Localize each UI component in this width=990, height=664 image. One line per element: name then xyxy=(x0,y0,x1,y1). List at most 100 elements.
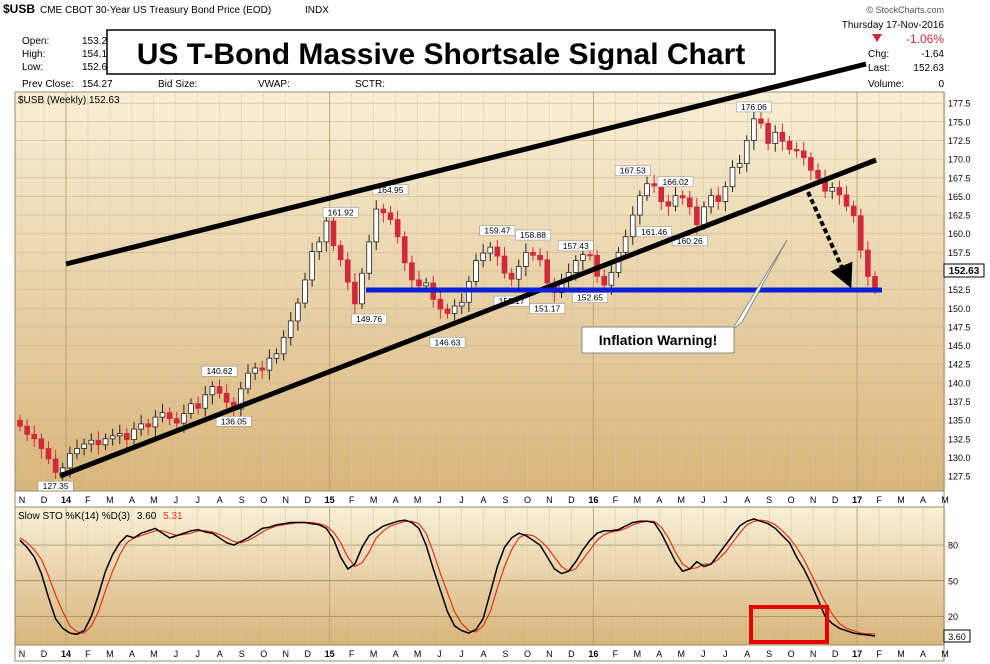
chg-label: Chg: xyxy=(868,49,889,60)
price-label-box xyxy=(351,313,387,325)
price-label-box xyxy=(736,101,772,113)
month-tick-label: J xyxy=(196,649,201,659)
month-tick-label: F xyxy=(349,495,355,505)
callout-box xyxy=(581,326,735,354)
month-tick-label: M xyxy=(941,649,949,659)
month-tick-label: M xyxy=(941,495,949,505)
candle-body xyxy=(38,438,45,449)
month-tick-label: F xyxy=(613,649,619,659)
month-tick-label: D xyxy=(304,495,311,505)
upper-trendline xyxy=(65,61,867,267)
candle-body xyxy=(865,249,871,277)
price-tick-label: 142.5 xyxy=(948,360,971,370)
price-tick-label: 145.0 xyxy=(948,341,971,351)
month-tick-label: S xyxy=(766,649,772,659)
candle-body xyxy=(494,246,501,257)
candle-body xyxy=(544,259,551,284)
candle-body xyxy=(694,206,700,226)
month-tick-label: M xyxy=(414,649,422,659)
month-tick-label: J xyxy=(723,649,728,659)
candle-body xyxy=(266,357,273,371)
candle-body xyxy=(501,255,508,274)
price-label-text: 127.35 xyxy=(43,481,69,491)
candle-body xyxy=(323,220,330,243)
candle-body xyxy=(765,122,771,144)
month-tick-label: S xyxy=(239,495,245,505)
candle-body xyxy=(380,208,387,214)
candle-body xyxy=(857,215,864,251)
candlesticks xyxy=(17,109,878,481)
price-tick-label: 157.5 xyxy=(948,248,971,258)
candle-body xyxy=(537,254,543,261)
month-tick-label: S xyxy=(766,495,772,505)
stochastic-legend: Slow STO %K(14) %D(3) 3.60 5.31 xyxy=(18,511,183,522)
month-axis-bottom: N D 14 F M A M J J A S O N D 15 F M A M J J A S O N D 16 F M A M J J A S O N… xyxy=(19,649,949,659)
candle-body xyxy=(515,266,522,280)
month-tick-label: 14 xyxy=(61,495,71,505)
month-tick-label: A xyxy=(217,649,223,659)
month-tick-label: M xyxy=(897,649,905,659)
candle-body xyxy=(245,372,251,390)
price-label-text: 161.46 xyxy=(641,227,667,237)
candle-body xyxy=(601,275,608,286)
oversold-highlight-box xyxy=(749,605,829,644)
price-label-box xyxy=(657,176,694,188)
price-label-text: 146.63 xyxy=(435,337,461,347)
month-tick-label: 15 xyxy=(325,495,335,505)
month-tick-label: J xyxy=(459,649,464,659)
candle-body xyxy=(238,388,244,410)
month-tick-label: M xyxy=(897,495,905,505)
chart-title: US T-Bond Massive Shortsale Signal Chart xyxy=(137,38,745,71)
candle-body xyxy=(872,276,878,290)
candle-body xyxy=(572,260,579,273)
month-tick-label: A xyxy=(656,649,662,659)
month-tick-label: D xyxy=(41,495,48,505)
price-label-box xyxy=(636,226,672,238)
candle-body xyxy=(337,245,344,261)
candle-body xyxy=(608,272,615,286)
price-label-text: 159.47 xyxy=(484,226,510,236)
down-triangle-icon xyxy=(872,34,882,42)
price-tick-label: 177.5 xyxy=(948,99,971,109)
month-tick-label: 17 xyxy=(852,495,862,505)
candle-body xyxy=(665,201,672,207)
month-tick-label: N xyxy=(546,495,553,505)
price-label-box xyxy=(322,207,359,218)
month-tick-label: N xyxy=(810,649,817,659)
price-label-text: 152.65 xyxy=(577,293,603,303)
price-label-text: 158.88 xyxy=(520,230,546,240)
candle-body xyxy=(173,418,180,424)
month-tick-label: S xyxy=(239,649,245,659)
month-tick-label: F xyxy=(613,495,619,505)
price-tick-label: 162.5 xyxy=(948,211,971,221)
candle-body xyxy=(124,433,130,440)
candle-body xyxy=(394,219,401,238)
stochastic-legend-prefix: Slow STO %K(14) %D(3) xyxy=(18,511,130,522)
month-tick-label: A xyxy=(920,649,926,659)
stochastic-d-line xyxy=(19,519,875,635)
stochastic-k-value: 3.60 xyxy=(137,511,157,522)
price-label-text: 160.26 xyxy=(677,236,703,246)
candle-body xyxy=(181,413,187,424)
candle-body xyxy=(829,187,836,192)
candle-body xyxy=(280,336,287,355)
last-label: Last: xyxy=(868,63,890,74)
price-tick-label: 140.0 xyxy=(948,378,971,388)
candle-body xyxy=(793,149,800,152)
stochastic-gridlines xyxy=(15,507,946,645)
month-tick-label: 16 xyxy=(588,649,598,659)
month-tick-label: F xyxy=(876,495,882,505)
month-tick-label: M xyxy=(678,495,686,505)
candle-body xyxy=(708,195,714,208)
month-tick-label: 16 xyxy=(588,495,598,505)
month-tick-label: J xyxy=(701,495,706,505)
candle-body xyxy=(81,443,87,449)
month-tick-label: A xyxy=(129,649,135,659)
price-tick-label: 170.0 xyxy=(948,155,971,165)
candle-body xyxy=(366,241,372,274)
price-label-box xyxy=(529,303,566,314)
candle-body xyxy=(800,150,807,159)
price-label-box xyxy=(515,229,551,241)
candle-body xyxy=(743,140,750,164)
price-axis: 127.5 130.0 132.5 135.0 137.5 140.0 142.5 145.0… xyxy=(948,99,971,482)
